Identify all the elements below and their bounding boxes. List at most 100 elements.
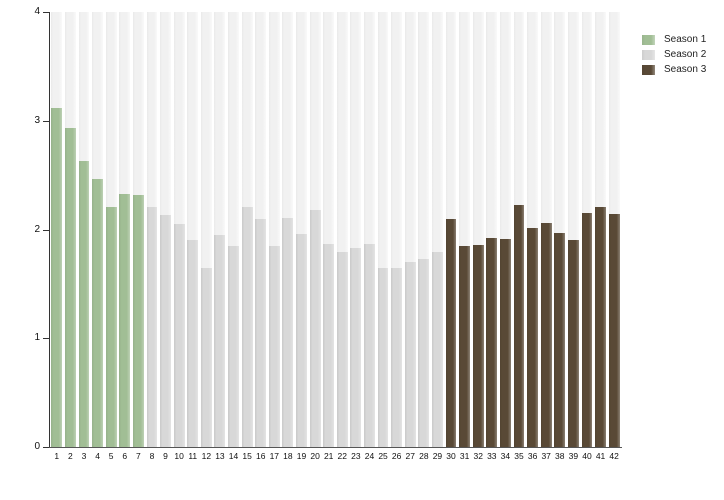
bar-episode-29 — [431, 252, 443, 447]
bar-episode-6 — [119, 193, 131, 447]
bar-episode-1 — [51, 107, 63, 447]
bar-episode-32 — [472, 244, 484, 447]
y-tick-label-4: 4 — [34, 6, 40, 17]
bar-column-19: 19 — [295, 12, 309, 461]
bar-column-1: 1 — [50, 12, 64, 461]
x-tick-label-37: 37 — [541, 451, 551, 461]
x-tick-label-1: 1 — [54, 451, 60, 461]
bar-episode-21 — [323, 243, 335, 447]
bar-column-11: 11 — [186, 12, 200, 461]
x-axis-line — [44, 447, 622, 448]
bar-background-track — [554, 12, 566, 447]
bar-episode-8 — [146, 206, 158, 447]
bar-episode-36 — [527, 228, 539, 447]
x-tick-label-23: 23 — [351, 451, 361, 461]
legend-swatch-season-3-icon — [642, 64, 655, 75]
x-tick-label-38: 38 — [555, 451, 565, 461]
bar-episode-31 — [459, 245, 471, 447]
bar-episode-9 — [160, 215, 171, 447]
bar-background-track — [350, 12, 362, 447]
bar-episode-23 — [350, 248, 362, 447]
x-tick-label-6: 6 — [122, 451, 128, 461]
x-tick-label-42: 42 — [609, 451, 619, 461]
bar-column-13: 13 — [213, 12, 227, 461]
bar-column-29: 29 — [431, 12, 445, 461]
y-tick-mark — [43, 229, 49, 231]
bar-column-27: 27 — [403, 12, 417, 461]
y-tick-mark — [43, 120, 49, 122]
x-tick-label-41: 41 — [595, 451, 606, 461]
bar-column-26: 26 — [390, 12, 404, 461]
bar-column-7: 7 — [132, 12, 146, 461]
bar-column-4: 4 — [91, 12, 105, 461]
bar-episode-12 — [200, 267, 212, 447]
bar-column-38: 38 — [553, 12, 567, 461]
bar-episode-30 — [445, 218, 457, 447]
bar-column-32: 32 — [471, 12, 485, 461]
bar-episode-24 — [364, 243, 375, 447]
bar-episode-25 — [377, 267, 389, 447]
legend-item-season-1: Season 1 — [642, 32, 706, 47]
bar-column-33: 33 — [485, 12, 499, 461]
bar-background-track — [391, 12, 403, 447]
bar-column-23: 23 — [349, 12, 363, 461]
bar-column-35: 35 — [512, 12, 526, 461]
bar-episode-7 — [132, 194, 144, 447]
bar-episode-2 — [64, 128, 76, 447]
y-tick-label-1: 1 — [34, 332, 40, 344]
legend-item-season-3: Season 3 — [642, 62, 706, 77]
legend-swatch-season-1-icon — [642, 34, 655, 45]
bar-episode-39 — [567, 240, 579, 447]
x-tick-label-35: 35 — [514, 451, 524, 461]
x-tick-label-13: 13 — [215, 451, 225, 461]
x-tick-label-9: 9 — [163, 451, 168, 461]
bar-column-25: 25 — [376, 12, 390, 461]
bar-episode-27 — [404, 262, 416, 447]
plot-area: 1 2 3 4 5 6 7 8 9 10 11 12 13 14 15 16 17 18 19 20 21 22 23 24 2… — [50, 12, 621, 461]
x-tick-label-40: 40 — [582, 451, 592, 461]
bar-background-track — [567, 12, 579, 447]
bar-episode-42 — [608, 214, 620, 447]
x-tick-label-26: 26 — [391, 451, 402, 461]
bar-background-track — [323, 12, 335, 447]
bar-column-2: 2 — [64, 12, 78, 461]
bar-episode-28 — [418, 258, 430, 447]
x-tick-label-4: 4 — [95, 451, 100, 461]
bar-background-track — [268, 12, 280, 447]
x-tick-label-33: 33 — [487, 451, 497, 461]
bar-background-track — [228, 12, 239, 447]
bar-column-42: 42 — [607, 12, 621, 461]
x-tick-label-19: 19 — [296, 451, 307, 461]
x-tick-label-8: 8 — [149, 451, 155, 461]
x-tick-label-5: 5 — [108, 451, 114, 461]
legend-item-season-2: Season 2 — [642, 47, 706, 62]
x-tick-label-32: 32 — [473, 451, 483, 461]
bar-column-40: 40 — [580, 12, 594, 461]
bar-episode-14 — [228, 245, 239, 447]
bar-episode-35 — [513, 204, 525, 447]
bar-episode-5 — [105, 206, 117, 447]
x-tick-label-27: 27 — [405, 451, 415, 461]
bar-column-8: 8 — [145, 12, 159, 461]
bar-episode-16 — [255, 218, 267, 447]
bar-episode-26 — [391, 267, 403, 447]
bar-background-track — [499, 12, 511, 447]
bar-column-9: 9 — [159, 12, 173, 461]
bar-episode-41 — [595, 206, 606, 447]
bar-episode-11 — [187, 240, 199, 447]
x-tick-label-10: 10 — [174, 451, 184, 461]
bar-background-track — [377, 12, 389, 447]
bar-background-track — [200, 12, 212, 447]
bar-column-5: 5 — [104, 12, 118, 461]
y-tick-mark — [43, 447, 49, 448]
x-tick-label-31: 31 — [459, 451, 470, 461]
bar-column-39: 39 — [567, 12, 581, 461]
bar-column-24: 24 — [363, 12, 377, 461]
x-tick-label-17: 17 — [269, 451, 280, 461]
bar-column-41: 41 — [594, 12, 608, 461]
bar-column-21: 21 — [322, 12, 336, 461]
legend-label-season-2: Season 2 — [664, 49, 707, 60]
bar-episode-40 — [581, 213, 593, 447]
bar-episode-15 — [241, 206, 253, 447]
